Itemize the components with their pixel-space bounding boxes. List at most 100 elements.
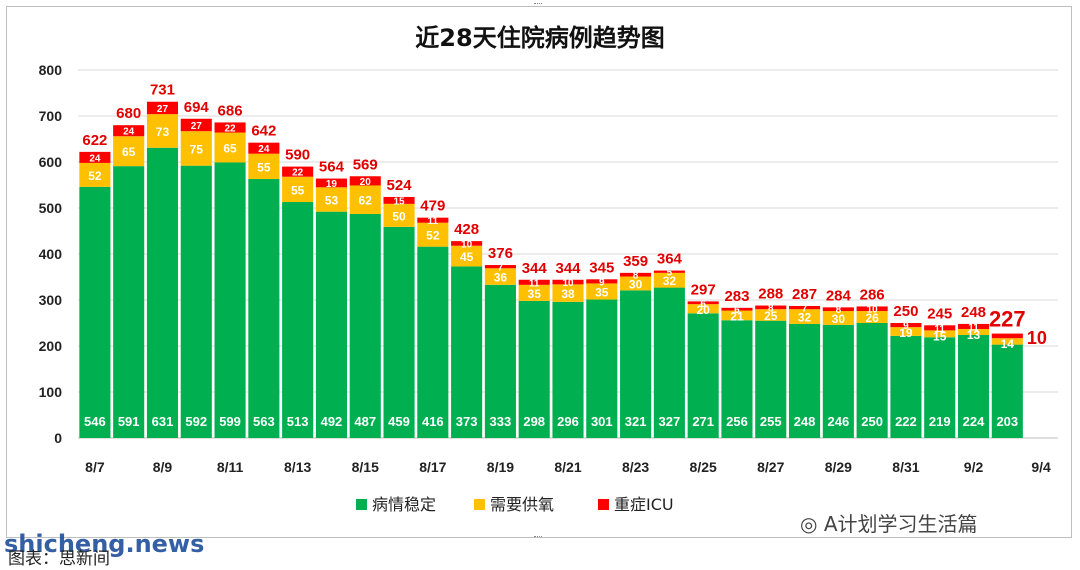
bar-stable [180, 165, 212, 438]
data-label-stable: 631 [152, 414, 174, 429]
x-tick-label: 8/9 [153, 459, 173, 475]
data-label-oxygen: 65 [122, 145, 136, 159]
bar-oxygen [620, 276, 652, 291]
data-label-stable: 246 [827, 414, 849, 429]
bar-icu [653, 270, 685, 273]
data-label-total: 248 [961, 304, 986, 321]
bar-oxygen [484, 268, 516, 285]
bar-icu [789, 305, 821, 310]
resize-handle-top[interactable] [534, 3, 542, 8]
data-label-oxygen: 21 [730, 310, 744, 324]
bar-stable [957, 334, 990, 438]
bar-icu [991, 333, 1023, 339]
data-label-oxygen: 20 [696, 303, 710, 317]
data-label-stable: 255 [760, 414, 782, 429]
data-label-icu: 10 [867, 305, 879, 316]
bar-oxygen [248, 153, 280, 180]
data-label-stable: 298 [523, 414, 545, 429]
data-label-oxygen: 55 [291, 183, 305, 197]
chart-frame [6, 6, 1072, 538]
bar-stable [113, 166, 145, 438]
legend-label: 病情稳定 [372, 495, 436, 514]
bar-oxygen [789, 309, 821, 324]
bar-stable [248, 179, 280, 438]
bar-stable [282, 202, 314, 438]
data-label-total: 428 [454, 221, 479, 238]
data-label-icu: 8 [768, 303, 774, 314]
chart-title: 近28天住院病例趋势图 [415, 24, 664, 52]
bar-oxygen [417, 222, 449, 247]
data-label-icu: 11 [529, 278, 540, 289]
data-label-total: 680 [116, 105, 141, 122]
bar-oxygen [451, 245, 483, 267]
data-label-oxygen: 73 [156, 125, 170, 139]
data-label-stable: 248 [794, 414, 816, 429]
bar-oxygen [721, 310, 753, 321]
data-label-total: 250 [893, 303, 918, 320]
data-label-total: 345 [589, 259, 614, 276]
bar-stable [146, 147, 179, 439]
x-tick-label: 8/17 [419, 459, 446, 475]
data-label-total: 564 [319, 159, 345, 176]
bar-stable [721, 320, 753, 438]
bar-stable [79, 186, 111, 438]
data-label-icu: 27 [157, 104, 169, 115]
data-label-total: 297 [691, 281, 716, 298]
bar-oxygen [991, 338, 1023, 345]
data-label-icu: 20 [360, 177, 372, 188]
bar-stable [214, 162, 246, 438]
data-label-oxygen: 36 [494, 271, 508, 285]
bar-stable [755, 320, 787, 438]
data-label-oxygen: 52 [426, 229, 440, 243]
figure-caption: 图表：思新间 [8, 549, 110, 569]
bar-stable [586, 299, 618, 438]
bar-oxygen [822, 311, 854, 325]
data-label-oxygen: 75 [190, 142, 204, 156]
data-label-icu: 5 [667, 268, 673, 279]
data-label-icu: 11 [428, 216, 439, 227]
data-label-oxygen: 45 [460, 250, 474, 264]
data-label-oxygen: 30 [629, 277, 643, 291]
data-label-stable: 416 [422, 414, 444, 429]
bar-oxygen [586, 283, 618, 300]
resize-handle-bottom[interactable] [534, 536, 542, 541]
x-tick-label: 9/2 [964, 459, 984, 475]
bar-oxygen [113, 136, 145, 167]
data-label-oxygen: 52 [88, 169, 102, 183]
data-label-stable: 459 [388, 414, 410, 429]
data-label-total: 686 [218, 102, 243, 119]
data-label-stable: 492 [321, 414, 343, 429]
bar-stable [417, 246, 449, 438]
watermark-text: A计划学习生活篇 [823, 512, 978, 536]
bar-icu [214, 122, 246, 133]
bar-stable [451, 266, 483, 438]
y-tick-label: 500 [39, 200, 63, 216]
data-label-icu: 10 [562, 278, 574, 289]
data-label-stable: 591 [118, 414, 140, 429]
bar-stable [653, 287, 685, 438]
bar-stable [890, 335, 922, 438]
data-label-oxygen: 19 [899, 326, 913, 340]
data-label-oxygen: 14 [1001, 337, 1015, 351]
data-label-total: 245 [927, 305, 952, 322]
bar-oxygen [518, 284, 550, 301]
bar-icu [890, 323, 922, 328]
data-label-icu: 19 [326, 179, 338, 190]
data-label-total: 344 [555, 260, 581, 277]
data-label-stable: 203 [996, 414, 1018, 429]
data-label-oxygen: 65 [223, 142, 237, 156]
bar-icu [518, 279, 550, 285]
bar-oxygen [957, 328, 990, 335]
bar-oxygen [687, 304, 719, 314]
data-label-oxygen: 35 [528, 287, 542, 301]
data-label-total: 622 [82, 132, 107, 149]
x-tick-label: 8/23 [622, 459, 649, 475]
data-label-total: 731 [150, 82, 175, 99]
data-label-oxygen: 13 [967, 328, 981, 342]
x-tick-label: 8/29 [825, 459, 852, 475]
bar-icu [687, 301, 719, 305]
data-label-total: 524 [387, 177, 413, 194]
bar-stable [518, 300, 550, 438]
data-label-icu: 22 [292, 168, 304, 179]
bar-icu [484, 265, 516, 269]
